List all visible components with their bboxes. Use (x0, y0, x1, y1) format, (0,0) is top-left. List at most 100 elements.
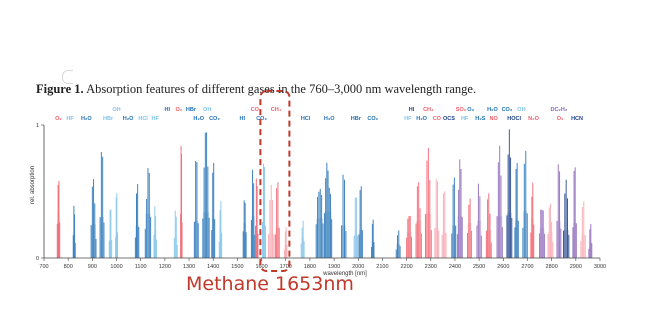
absorption-band (202, 132, 210, 258)
gas-label: CO₂ (256, 116, 267, 122)
x-tick-label: 2600 (497, 264, 509, 270)
absorption-band (572, 167, 577, 258)
y-axis-label: rel. absorption (30, 166, 36, 204)
x-tick-label: 2100 (376, 264, 388, 270)
gas-label: HCl (301, 116, 311, 122)
methane-caption: Methane 1653nm (186, 273, 354, 295)
absorption-band (323, 162, 333, 258)
gas-label: H₂O (193, 116, 204, 122)
x-tick-label: 900 (88, 264, 97, 270)
absorption-band (250, 169, 256, 258)
absorption-band (268, 184, 275, 258)
figure-label: Figure 1. (36, 82, 84, 96)
gas-label: O₂ (557, 116, 564, 122)
x-axis-label: wavelength [nm] (322, 271, 367, 277)
absorption-band (115, 193, 118, 258)
gas-label: HF (66, 116, 74, 122)
gas-label: H₂O (123, 116, 134, 122)
y-tick-label: 1 (36, 123, 39, 129)
gas-label: HI (239, 116, 245, 122)
absorption-band (406, 216, 412, 258)
gas-label: HF (404, 116, 412, 122)
x-tick-label: 1900 (328, 264, 340, 270)
x-tick-label: 2200 (400, 264, 412, 270)
absorption-band (315, 188, 324, 258)
gas-label: OH (203, 107, 211, 113)
absorption-band (218, 200, 223, 258)
absorption-band (580, 201, 586, 258)
absorption-band (134, 184, 140, 258)
x-tick-label: 1300 (183, 264, 195, 270)
x-tick-label: 1000 (110, 264, 122, 270)
absorption-band (415, 182, 422, 258)
gas-label: O₂ (176, 107, 183, 113)
absorption-band (539, 209, 545, 258)
x-tick-label: 1600 (255, 264, 267, 270)
x-tick-label: 2700 (521, 264, 533, 270)
absorption-band (451, 177, 457, 258)
absorption-bands (56, 129, 593, 258)
x-tick-label: 1800 (304, 264, 316, 270)
absorption-band (72, 205, 76, 258)
x-tick-label: 800 (64, 264, 73, 270)
faint-curve-mark (62, 70, 73, 84)
gas-label: HBr (186, 107, 197, 113)
absorption-band (56, 180, 61, 258)
absorption-band (211, 162, 216, 258)
absorption-band (496, 145, 503, 258)
absorption-band (144, 168, 152, 258)
x-tick-label: 2300 (425, 264, 437, 270)
gas-label: OCS (443, 116, 455, 122)
x-tick-label: 2400 (449, 264, 461, 270)
absorption-band (485, 193, 492, 258)
absorption-band (300, 220, 305, 258)
absorption-band (522, 150, 528, 258)
gas-label: HCl (138, 116, 148, 122)
x-tick-label: 1700 (280, 264, 292, 270)
x-tick-label: 2000 (352, 264, 364, 270)
gas-label: O₃ (467, 107, 474, 113)
x-tick-label: 2800 (546, 264, 558, 270)
absorption-band (358, 186, 363, 258)
absorption-band (547, 203, 554, 258)
absorption-band (588, 224, 593, 258)
gas-label: OH (112, 107, 120, 113)
absorption-band (173, 210, 178, 258)
x-tick-label: 2900 (570, 264, 582, 270)
absorption-band (153, 206, 157, 258)
gas-label: HI (165, 107, 171, 113)
absorption-band (90, 179, 97, 258)
gas-label: CO (251, 107, 260, 113)
gas-label: CH₄ (423, 107, 434, 113)
absorption-band (424, 147, 432, 258)
absorption-band (193, 160, 199, 258)
absorption-band (262, 163, 266, 258)
absorption-band (341, 174, 347, 258)
chart-axes: 700 800 900 1000 1100 1200 1300 1400 1500 1600 170… (36, 123, 606, 270)
y-tick-label: 0 (36, 256, 39, 262)
absorption-band (99, 151, 105, 258)
gas-label: HI (409, 107, 415, 113)
x-tick-label: 1500 (231, 264, 243, 270)
x-tick-label: 2500 (473, 264, 485, 270)
gas-label: H₂O (416, 116, 427, 122)
figure-title-text: Absorption features of different gases i… (86, 82, 477, 96)
absorption-band (456, 159, 463, 258)
x-tick-label: 3000 (594, 264, 606, 270)
gas-label: CO (433, 116, 442, 122)
absorption-band (395, 230, 401, 258)
gas-label: CO₂ (367, 116, 378, 122)
absorption-band (434, 179, 440, 258)
absorption-band (441, 191, 447, 258)
absorption-band (506, 129, 513, 258)
gas-label: H₂O (81, 116, 92, 122)
absorption-band (476, 183, 482, 258)
absorption-band (108, 209, 113, 258)
gas-label: HOCl (507, 116, 521, 122)
absorption-band (284, 227, 288, 258)
gas-label: SO₂ (456, 107, 467, 113)
gas-label: NO (490, 116, 499, 122)
gas-label: H₂O (324, 116, 335, 122)
